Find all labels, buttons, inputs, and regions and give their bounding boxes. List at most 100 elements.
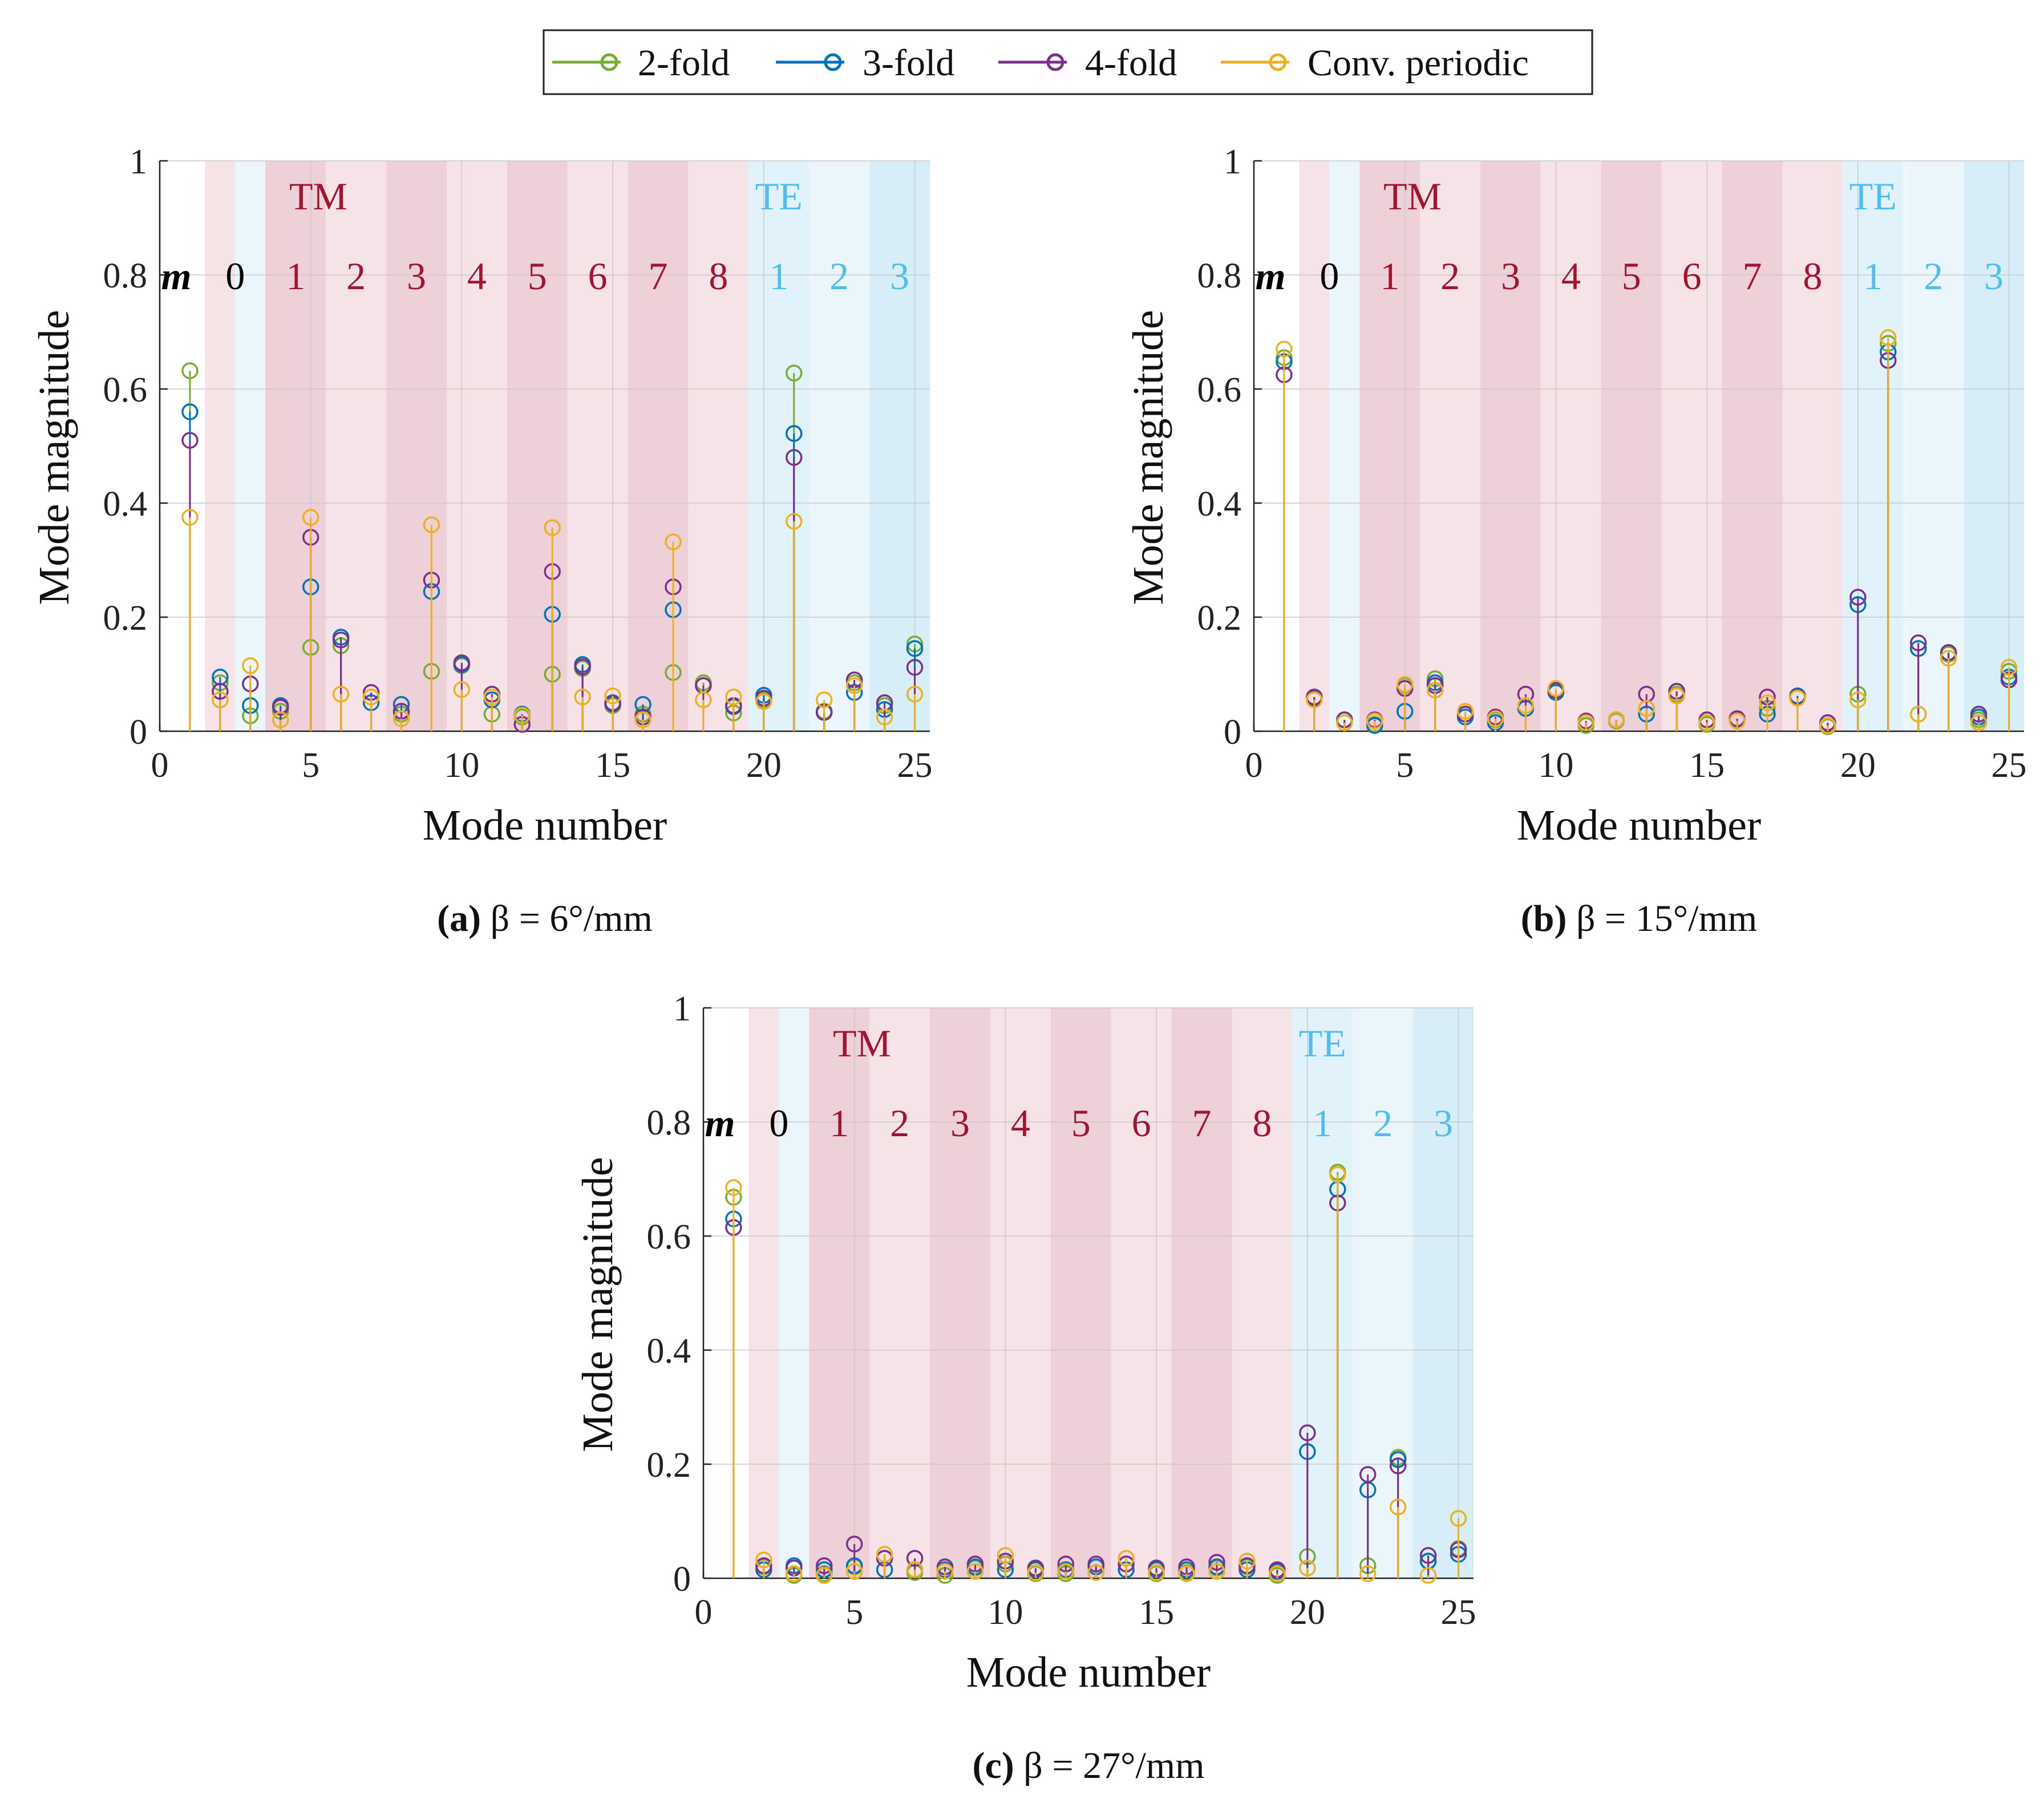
y-tick-label: 0.2 bbox=[1197, 599, 1242, 638]
stem-marker-conv-periodic bbox=[1698, 714, 1715, 731]
m-label: 7 bbox=[649, 254, 668, 298]
legend-label-2fold: 2-fold bbox=[638, 42, 730, 84]
stem-marker-conv-periodic bbox=[997, 1547, 1014, 1564]
stem-marker-conv-periodic bbox=[1027, 1564, 1045, 1581]
stem-marker-4-fold bbox=[906, 1550, 924, 1567]
y-tick-label: 0 bbox=[129, 713, 147, 752]
legend-label-3fold: 3-fold bbox=[863, 42, 954, 84]
band-tm-3 bbox=[869, 1008, 930, 1578]
m-row-label: m bbox=[161, 254, 192, 298]
stem-marker-conv-periodic bbox=[1389, 1498, 1407, 1516]
m-label: 3 bbox=[407, 254, 426, 298]
stem-marker-conv-periodic bbox=[604, 687, 621, 704]
stem-marker-conv-periodic bbox=[665, 533, 682, 550]
te-group-label: TE bbox=[1849, 175, 1897, 218]
stem-marker-4-fold bbox=[1087, 1555, 1104, 1573]
band-te-12 bbox=[869, 161, 930, 731]
band-te-11 bbox=[809, 161, 870, 731]
m-row-label: m bbox=[1256, 254, 1286, 298]
stem-marker-conv-periodic bbox=[1577, 714, 1595, 731]
band-te-12 bbox=[1413, 1008, 1474, 1578]
stem-marker-conv-periodic bbox=[1668, 687, 1685, 704]
y-tick-label: 0.4 bbox=[1197, 485, 1242, 524]
stem-marker-4-fold bbox=[1359, 1466, 1377, 1483]
stem-marker-4-fold bbox=[574, 658, 591, 675]
stem-marker-conv-periodic bbox=[1299, 1559, 1316, 1577]
m-label: 5 bbox=[1071, 1101, 1091, 1145]
band-te-10 bbox=[1292, 1008, 1353, 1578]
m-label: 1 bbox=[1863, 254, 1883, 298]
te-group-label: TE bbox=[1299, 1022, 1346, 1065]
m-label: 2 bbox=[829, 254, 849, 298]
stem-marker-conv-periodic bbox=[1359, 1565, 1377, 1582]
stem-marker-4-fold bbox=[1299, 1424, 1316, 1441]
stem-marker-conv-periodic bbox=[272, 711, 289, 728]
band-tm-4 bbox=[386, 161, 447, 731]
m-label: 3 bbox=[1984, 254, 2003, 298]
stem-marker-conv-periodic bbox=[392, 710, 410, 727]
y-tick-label: 0.8 bbox=[103, 257, 148, 295]
y-axis-label: Mode magnitude bbox=[30, 310, 78, 605]
band-tm-6 bbox=[507, 161, 568, 731]
stem-marker-conv-periodic bbox=[845, 1563, 863, 1580]
stem-marker-conv-periodic bbox=[1547, 680, 1565, 697]
m-label: 2 bbox=[890, 1101, 909, 1145]
legend-label-conv: Conv. periodic bbox=[1308, 42, 1529, 84]
band-tm-0 bbox=[205, 161, 236, 731]
m-label: 6 bbox=[1682, 254, 1702, 298]
band-tm-5 bbox=[1540, 161, 1601, 731]
band-te-1 bbox=[779, 1008, 809, 1578]
stem-marker-conv-periodic bbox=[574, 688, 591, 706]
stem-marker-4-fold bbox=[1208, 1554, 1225, 1571]
tm-group-label: TM bbox=[1383, 175, 1442, 218]
stem-marker-conv-periodic bbox=[1087, 1564, 1104, 1581]
band-tm-7 bbox=[1661, 161, 1722, 731]
m-row-label: m bbox=[705, 1101, 735, 1145]
stem-marker-4-fold bbox=[1970, 706, 1988, 723]
stem-marker-conv-periodic bbox=[1118, 1550, 1135, 1567]
x-tick-label: 20 bbox=[1840, 746, 1876, 785]
y-tick-label: 0.8 bbox=[1197, 257, 1242, 295]
legend-marker-4fold bbox=[1046, 53, 1065, 71]
stem-marker-2-fold bbox=[786, 364, 803, 382]
band-tm-5 bbox=[446, 161, 507, 731]
legend-box bbox=[543, 29, 1593, 95]
y-tick-label: 0.4 bbox=[103, 485, 148, 524]
band-te-12 bbox=[1964, 161, 2024, 731]
legend-marker-2fold bbox=[600, 53, 618, 71]
stem-marker-conv-periodic bbox=[302, 509, 319, 526]
tm-group-label: TM bbox=[833, 1022, 891, 1065]
stem-marker-4-fold bbox=[181, 432, 199, 449]
stem-marker-conv-periodic bbox=[242, 657, 259, 674]
stem-marker-conv-periodic bbox=[695, 691, 712, 708]
stem-marker-conv-periodic bbox=[332, 686, 350, 703]
stem-marker-4-fold bbox=[1389, 1457, 1407, 1474]
stem-marker-3-fold bbox=[906, 640, 924, 657]
x-axis-label: Mode number bbox=[966, 1648, 1211, 1696]
panel-caption: (c) β = 27°/mm bbox=[973, 1745, 1205, 1786]
band-tm-9 bbox=[688, 161, 749, 731]
m-label: 2 bbox=[346, 254, 366, 298]
stem-marker-conv-periodic bbox=[1057, 1563, 1075, 1580]
y-tick-label: 0.8 bbox=[647, 1104, 691, 1142]
m-label: 2 bbox=[1924, 254, 1943, 298]
y-tick-label: 0.4 bbox=[647, 1332, 691, 1371]
y-tick-label: 0.6 bbox=[647, 1218, 691, 1257]
stem-marker-4-fold bbox=[786, 449, 803, 466]
stem-marker-conv-periodic bbox=[453, 681, 471, 698]
y-tick-label: 0.2 bbox=[647, 1446, 691, 1485]
m-label: 2 bbox=[1373, 1101, 1393, 1145]
stem-marker-4-fold bbox=[1909, 634, 1927, 651]
stem-marker-conv-periodic bbox=[906, 686, 924, 703]
legend: 2-fold 3-fold 4-fold Conv. periodic bbox=[543, 29, 1593, 95]
legend-marker-3fold bbox=[824, 53, 842, 71]
stem-marker-conv-periodic bbox=[755, 1551, 772, 1569]
caption-text: β = 27°/mm bbox=[1023, 1745, 1204, 1786]
stem-marker-conv-periodic bbox=[1450, 1510, 1467, 1527]
stem-marker-conv-periodic bbox=[725, 1179, 742, 1196]
band-te-10 bbox=[1843, 161, 1904, 731]
band-te-10 bbox=[748, 161, 809, 731]
stem-marker-3-fold bbox=[1366, 717, 1383, 734]
